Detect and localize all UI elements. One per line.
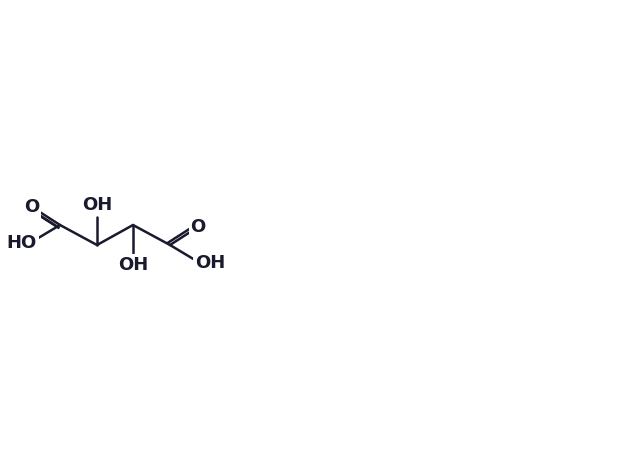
Text: OH: OH [82, 196, 112, 214]
Text: OH: OH [118, 256, 148, 274]
Text: OH: OH [195, 254, 225, 272]
Text: O: O [190, 218, 205, 236]
Text: O: O [24, 198, 40, 216]
Text: HO: HO [7, 234, 37, 252]
